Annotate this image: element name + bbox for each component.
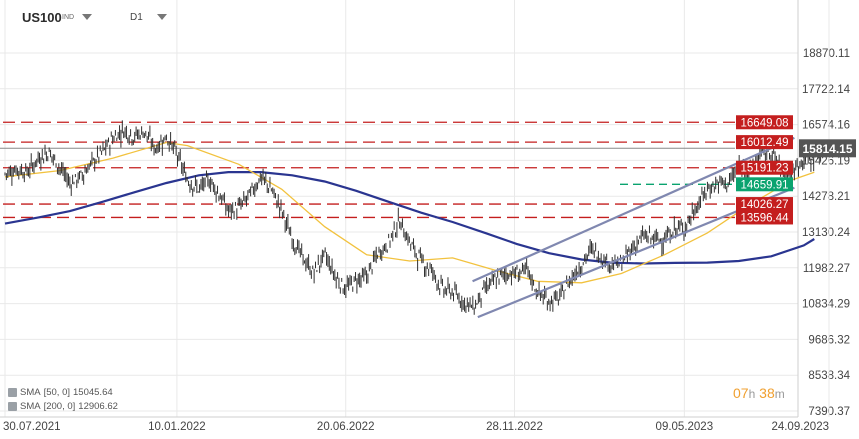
x-tick-label: 09.05.2023: [656, 421, 714, 433]
y-tick-label: 14278.21: [802, 191, 850, 203]
legend-label: SMA: [20, 387, 41, 398]
level-tag-label: 13596.44: [741, 212, 790, 224]
x-tick-label: 10.01.2022: [148, 421, 206, 433]
indicator-icon: [8, 402, 17, 411]
y-tick-label: 16574.16: [802, 120, 850, 132]
current-price-tag: [799, 139, 856, 158]
sma200-line: [4, 171, 815, 265]
level-tag-label: 15191.23: [741, 163, 789, 175]
x-tick-label: 20.06.2022: [317, 421, 375, 433]
x-tick-label: 30.07.2021: [3, 421, 61, 433]
indicator-icon: [8, 388, 17, 397]
x-tick-label: 24.09.2023: [771, 421, 829, 433]
legend-sma200[interactable]: SMA [200, 0] 12906.62: [8, 401, 118, 412]
timer-hours-unit: h: [748, 387, 756, 401]
legend-value: 12906.62: [78, 401, 118, 412]
y-tick-label: 13130.24: [802, 227, 851, 239]
timer-minutes-unit: m: [774, 387, 785, 401]
timeframe-label[interactable]: D1: [130, 12, 143, 23]
y-tick-label: 17722.14: [802, 84, 851, 96]
candle-countdown: 07h 38m: [733, 385, 785, 401]
level-tag: [736, 210, 793, 225]
level-tag-label: 16012.49: [741, 137, 789, 149]
x-tick-label: 28.11.2022: [486, 421, 543, 433]
sma50-line: [4, 141, 815, 284]
level-tag-label: 14659.91: [741, 179, 789, 191]
level-tag: [736, 115, 793, 130]
y-tick-label: 10834.29: [802, 299, 850, 311]
legend-params: [200, 0]: [43, 401, 76, 412]
level-tag-label: 14026.27: [741, 199, 789, 211]
level-tag: [736, 135, 793, 150]
level-tag: [736, 197, 793, 212]
timeframe-dropdown-icon[interactable]: [157, 14, 167, 20]
y-tick-label: 8538.34: [808, 370, 850, 382]
symbol-type-label: IND: [62, 14, 75, 21]
y-tick-label: 11982.27: [803, 263, 850, 275]
level-tag: [736, 177, 793, 192]
legend-value: 15045.64: [73, 387, 113, 398]
timer-hours: 07: [733, 385, 749, 401]
legend-label: SMA: [20, 401, 41, 412]
y-tick-label: 18870.11: [803, 48, 850, 60]
level-tag-label: 16649.08: [741, 117, 789, 129]
legend-params: [50, 0]: [43, 387, 71, 398]
symbol-dropdown-icon[interactable]: [82, 14, 92, 20]
timer-minutes: 38: [759, 385, 775, 401]
symbol-label[interactable]: US100: [22, 10, 62, 25]
current-price-label: 15814.15: [802, 142, 852, 156]
legend-sma50[interactable]: SMA [50, 0] 15045.64: [8, 387, 113, 398]
level-tag: [736, 160, 793, 175]
